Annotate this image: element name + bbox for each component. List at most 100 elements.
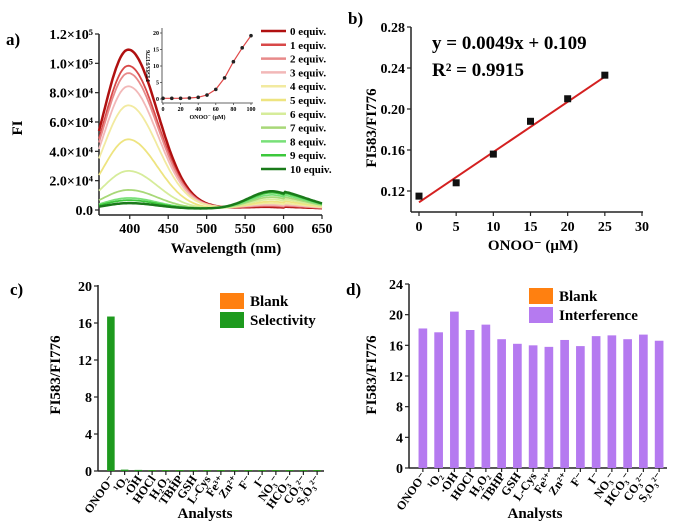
y-tick-label: 1.0×10⁵ — [49, 57, 93, 72]
data-point — [489, 150, 497, 158]
inset-ylabel: FI583/FI776 — [146, 50, 152, 82]
inset-y-tick-label: 5 — [156, 81, 159, 87]
y-tick-label: 4 — [85, 428, 92, 443]
bar-interference — [513, 343, 522, 468]
bar-selectivity — [203, 470, 211, 471]
bar-interference — [623, 339, 632, 468]
bar-interference — [434, 332, 443, 468]
bar-selectivity — [189, 470, 198, 471]
bar-interference — [560, 339, 569, 468]
y-tick-label: 20 — [389, 309, 403, 324]
bar-selectivity — [299, 470, 308, 471]
fit-line — [418, 75, 606, 204]
x-tick-label: F⁻ — [236, 473, 255, 492]
data-point — [415, 192, 423, 200]
y-tick-label: 20 — [78, 280, 92, 295]
y-tick-label: 0.20 — [381, 103, 406, 118]
x-tick-label: F⁻ — [568, 470, 587, 489]
legend-label: Selectivity — [250, 313, 316, 329]
y-tick-label: 8 — [396, 401, 403, 416]
y-tick-label: 0.12 — [381, 185, 406, 200]
bar-selectivity — [134, 469, 143, 471]
inset-point — [249, 33, 253, 38]
panel-a-xlabel: Wavelength (nm) — [171, 241, 281, 257]
y-tick-label: 0.28 — [381, 21, 406, 36]
x-tick-label: 20 — [561, 220, 575, 235]
legend-label: 2 equiv. — [290, 54, 326, 66]
bar-selectivity — [148, 470, 156, 471]
inset-x-tick-label: 80 — [230, 107, 236, 113]
bar-selectivity — [258, 470, 266, 471]
panel-a-label: a) — [6, 30, 20, 49]
x-tick-label: 550 — [235, 222, 256, 237]
x-tick-label: 30 — [635, 220, 649, 235]
bar-selectivity — [107, 316, 115, 471]
inset-y-tick-label: 20 — [153, 31, 159, 37]
bar-selectivity — [313, 470, 321, 471]
panel-b-axes: 0.12 0.16 0.20 0.24 0.28 0 5 10 15 20 25 30 — [381, 21, 650, 235]
inset-point — [178, 96, 183, 101]
y-tick-label: 0.24 — [381, 62, 406, 77]
legend-label: 4 equiv. — [290, 81, 326, 93]
bar-interference — [497, 339, 506, 468]
panel-b-ylabel: FI583/FI776 — [364, 88, 380, 168]
panel-b-label: b) — [348, 9, 363, 28]
legend-label: 10 equiv. — [290, 164, 332, 176]
panel-c: c) 048121620ONOO⁻¹O₂·OHHOClH₂O₂TBHPGSHL-… — [10, 280, 324, 522]
inset-y-tick-label: 15 — [153, 48, 159, 54]
bar-interference — [654, 340, 664, 468]
inset-y-tick-label: 0 — [156, 97, 159, 103]
y-tick-label: 0.16 — [381, 144, 406, 159]
spectrum-line — [97, 48, 323, 210]
y-tick-label: 1.2×10⁵ — [49, 28, 93, 43]
inset-point — [161, 96, 165, 101]
legend-label: 1 equiv. — [290, 40, 326, 52]
inset-x-tick-label: 40 — [195, 107, 201, 113]
panel-c-legend: Blank Selectivity — [220, 293, 316, 329]
bar-selectivity — [230, 470, 239, 471]
panel-c-bars — [107, 316, 321, 471]
panel-b-xlabel: ONOO⁻ (μM) — [488, 238, 578, 254]
inset-x-tick-label: 20 — [178, 107, 184, 113]
legend-label: Blank — [559, 289, 598, 305]
inset-point — [196, 95, 200, 100]
bar-interference — [418, 328, 428, 468]
y-tick-label: 2.0×10⁴ — [49, 175, 93, 190]
y-tick-label: 0.0 — [76, 204, 94, 219]
legend-swatch — [220, 312, 244, 328]
data-point — [564, 95, 572, 103]
y-tick-label: 24 — [389, 278, 403, 293]
inset-point — [222, 76, 227, 80]
panel-a: a) 0.0 2.0×10⁴ 4.0×10⁴ 6.0×10⁴ 8.0×10⁴ 1.0×10… — [6, 26, 333, 257]
bar-selectivity — [175, 470, 184, 471]
inset-x-tick-label: 100 — [247, 107, 256, 113]
x-tick-label: 0 — [416, 220, 423, 235]
panel-c-xlabel: Analysts — [177, 506, 232, 522]
legend-label: Blank — [250, 294, 289, 310]
legend-label: 5 equiv. — [290, 95, 326, 107]
x-tick-label: 15 — [524, 220, 538, 235]
bar-interference — [607, 335, 617, 468]
inset-y-tick-label: 10 — [153, 64, 159, 70]
bar-interference — [450, 311, 459, 468]
x-tick-label: 10 — [486, 220, 500, 235]
x-tick-label: 5 — [453, 220, 460, 235]
legend-label: 3 equiv. — [290, 67, 326, 79]
panel-b-marks — [415, 71, 609, 204]
panel-a-axes: 0.0 2.0×10⁴ 4.0×10⁴ 6.0×10⁴ 8.0×10⁴ 1.0×10⁵ 1.… — [49, 28, 332, 237]
legend-label: 0 equiv. — [290, 26, 326, 38]
panel-d-label: d) — [346, 280, 361, 299]
x-tick-label: 400 — [119, 222, 140, 237]
fit-equation: y = 0.0049x + 0.109 — [432, 33, 587, 54]
y-tick-label: 0 — [396, 462, 403, 477]
inset-point — [240, 46, 244, 50]
bar-interference — [481, 324, 491, 468]
x-tick-label: 600 — [273, 222, 294, 237]
bar-selectivity — [162, 470, 170, 471]
inset-x-tick-label: 0 — [162, 107, 165, 113]
panel-d-bars — [418, 311, 664, 468]
bar-interference — [544, 346, 554, 468]
y-tick-label: 12 — [389, 370, 403, 385]
bar-selectivity — [244, 470, 253, 471]
